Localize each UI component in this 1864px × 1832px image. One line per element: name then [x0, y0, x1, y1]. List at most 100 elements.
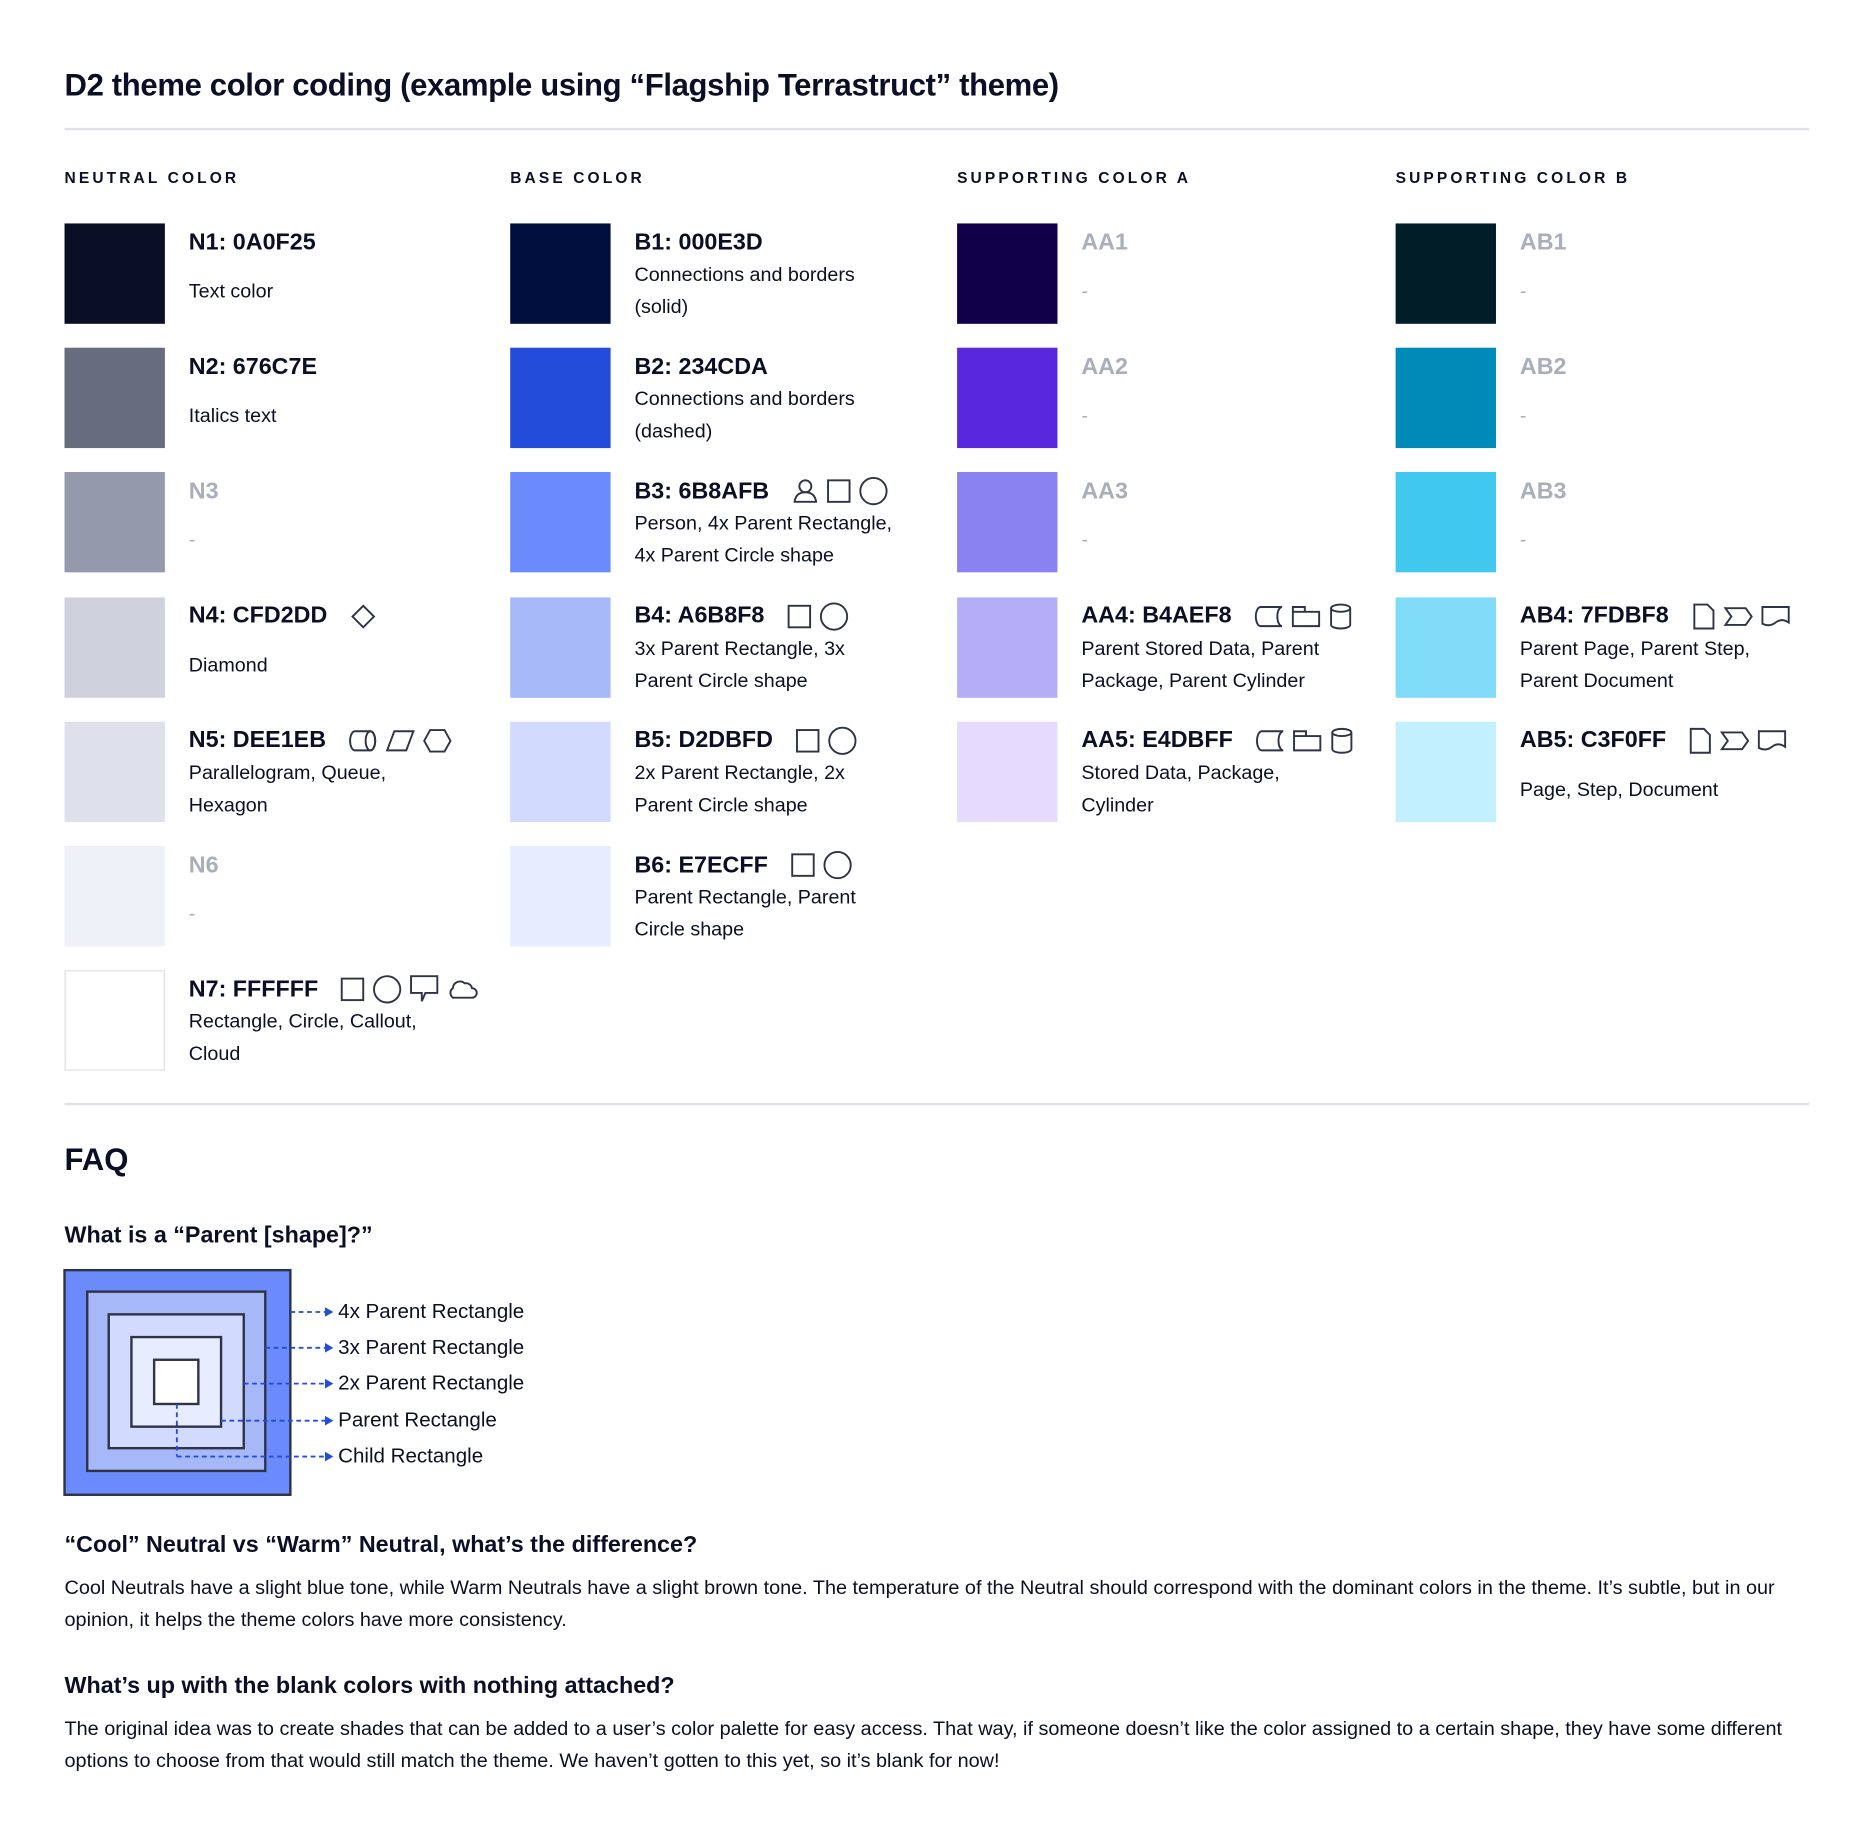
color-row: AA4: B4AEF8 Parent Stored Data, Parent Pa… — [957, 596, 1387, 700]
color-code: AA1 — [1081, 227, 1128, 258]
color-code: N5: DEE1EB — [189, 725, 453, 756]
color-row: N4: CFD2DD Diamond — [64, 596, 495, 700]
faq-answer-neutral: Cool Neutrals have a slight blue tone, w… — [64, 1576, 1775, 1631]
step-icon — [1720, 727, 1751, 753]
diamond-icon — [349, 602, 378, 631]
shape-icons — [1688, 726, 1788, 755]
color-swatch — [510, 845, 611, 947]
color-usage: - — [188, 529, 196, 552]
color-row: B4: A6B8F8 3x Parent Rectangle, 3x Parent… — [510, 596, 940, 700]
color-swatch — [510, 721, 611, 822]
color-code-text: AA2 — [1081, 353, 1128, 380]
color-swatch — [957, 472, 1058, 573]
color-code: B1: 000E3D — [634, 227, 762, 258]
circle-icon — [822, 850, 853, 881]
column-heading: BASE COLOR — [510, 168, 645, 187]
shape-icons — [349, 602, 378, 631]
color-code-text: AB3 — [1519, 477, 1567, 505]
color-usage: - — [1081, 405, 1088, 427]
color-swatch — [957, 721, 1058, 822]
color-swatch — [510, 223, 611, 324]
arrowhead-icon — [325, 1378, 334, 1389]
color-usage: - — [1519, 280, 1527, 303]
color-usage: - — [1081, 529, 1088, 552]
step-icon — [1723, 603, 1754, 629]
color-code: N3 — [189, 476, 219, 507]
color-row: AB3 - — [1395, 472, 1826, 575]
color-swatch — [64, 970, 165, 1071]
color-code-text: N5: DEE1EB — [188, 726, 327, 754]
color-code: B6: E7ECFF — [634, 850, 852, 881]
color-code: AA2 — [1081, 352, 1128, 383]
cylinder-icon — [1328, 726, 1354, 755]
shape-icons — [1690, 602, 1790, 631]
stored-data-icon — [1253, 603, 1284, 629]
cloud-icon — [446, 976, 479, 1002]
color-code-text: AA3 — [1081, 477, 1128, 505]
parent-shape-diagram — [63, 1268, 334, 1496]
faq-question-blank: What’s up with the blank colors with not… — [64, 1672, 675, 1700]
color-code-text: B3: 6B8AFB — [634, 477, 770, 505]
arrowhead-icon — [325, 1415, 334, 1426]
shape-icons — [786, 601, 849, 632]
color-code-text: B4: A6B8F8 — [634, 602, 765, 629]
circle-icon — [858, 476, 889, 507]
shape-icons — [348, 727, 453, 753]
color-code-text: AB5: C3F0FF — [1519, 726, 1667, 754]
hexagon-icon — [422, 727, 453, 753]
color-swatch — [957, 347, 1058, 449]
color-swatch — [510, 347, 611, 449]
color-row: B6: E7ECFF Parent Rectangle, Parent Circl… — [510, 845, 940, 949]
color-usage: Person, 4x Parent Rectangle, 4x Parent C… — [634, 513, 893, 567]
color-usage: 3x Parent Rectangle, 3x Parent Circle sh… — [634, 637, 845, 692]
color-swatch — [957, 596, 1058, 698]
color-code: B2: 234CDA — [634, 352, 767, 383]
color-code: N6 — [189, 850, 219, 881]
page-title: D2 theme color coding (example using “Fl… — [64, 66, 1060, 103]
rectangle-icon — [825, 478, 851, 504]
color-code: AB2 — [1520, 352, 1567, 383]
color-swatch — [510, 472, 611, 573]
faq-answer-blank: The original idea was to create shades t… — [64, 1717, 1783, 1772]
color-code: N2: 676C7E — [189, 352, 317, 383]
column-heading: SUPPORTING COLOR B — [1395, 168, 1631, 187]
column-heading: NEUTRAL COLOR — [64, 168, 240, 187]
color-code-text: N1: 0A0F25 — [188, 228, 316, 256]
color-swatch — [957, 223, 1058, 324]
arrowhead-icon — [325, 1307, 334, 1317]
faq-question-parent-shape: What is a “Parent [shape]?” — [64, 1222, 373, 1249]
color-swatch — [64, 596, 165, 698]
color-code-text: AB2 — [1519, 353, 1567, 380]
color-swatch — [1395, 223, 1496, 324]
color-swatch — [64, 721, 165, 822]
circle-icon — [818, 601, 849, 632]
document-icon — [1760, 603, 1791, 629]
shape-icons — [789, 850, 852, 881]
color-row: N7: FFFFFF Rectangle, Circle, Callout, Cl… — [64, 970, 495, 1073]
color-code-text: AB1 — [1519, 228, 1567, 256]
color-code-text: B5: D2DBFD — [634, 726, 774, 754]
color-swatch — [64, 347, 165, 449]
color-usage: Text color — [188, 280, 274, 303]
color-usage: Parent Page, Parent Step, Parent Documen… — [1519, 637, 1751, 692]
color-code: B3: 6B8AFB — [634, 476, 888, 507]
callout-icon — [409, 974, 440, 1005]
color-code-text: N6 — [188, 851, 219, 878]
color-code: AB4: 7FDBF8 — [1520, 601, 1791, 632]
color-usage: Italics text — [188, 405, 277, 427]
queue-icon — [348, 727, 379, 753]
color-row: AA1 - — [957, 223, 1387, 326]
arrowhead-icon — [325, 1343, 334, 1353]
shape-icons — [791, 476, 889, 507]
circle-icon — [827, 725, 858, 756]
diagram-label: 3x Parent Rectangle — [338, 1334, 525, 1359]
color-row: AA5: E4DBFF Stored Data, Package, Cylinde… — [957, 721, 1387, 824]
package-icon — [1290, 603, 1321, 629]
color-code-text: N7: FFFFFF — [188, 975, 319, 1003]
person-icon — [791, 477, 820, 506]
color-code: AB5: C3F0FF — [1520, 725, 1788, 756]
color-swatch — [1395, 721, 1496, 822]
color-swatch — [510, 596, 611, 698]
color-code: B5: D2DBFD — [634, 725, 857, 756]
